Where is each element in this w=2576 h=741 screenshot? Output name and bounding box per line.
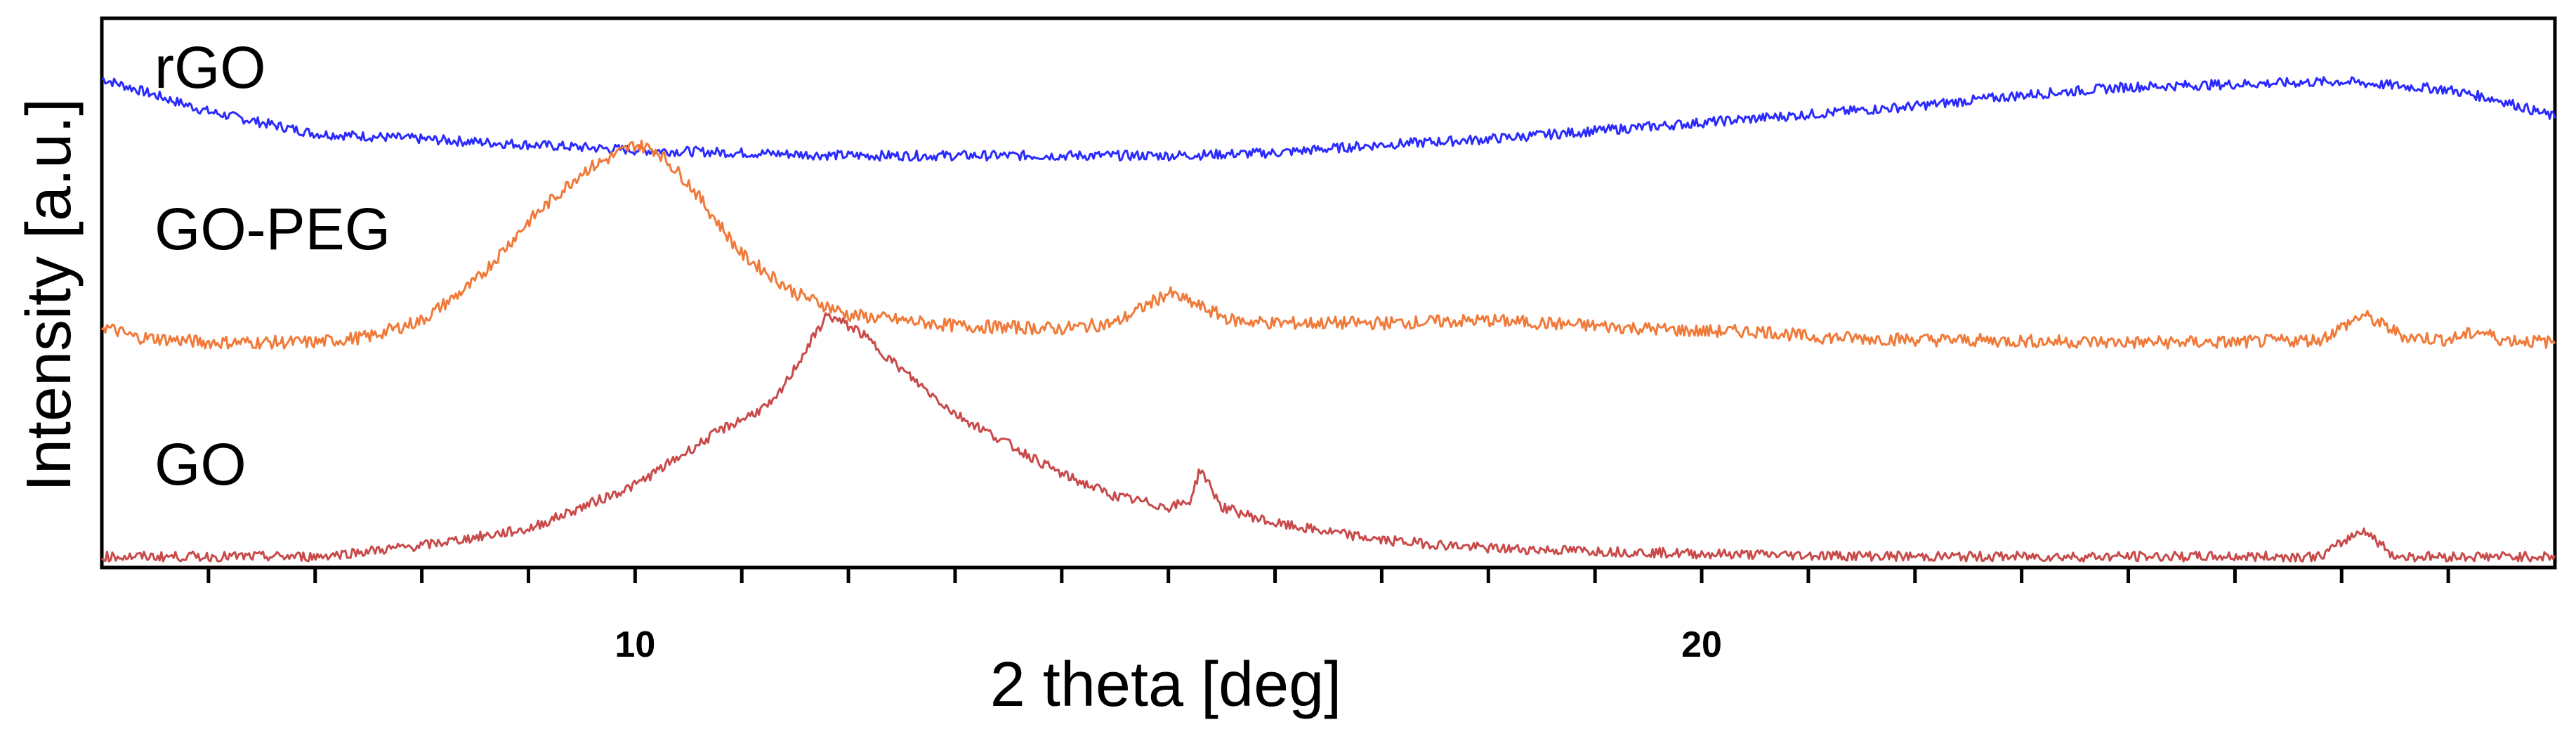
series-line-go <box>100 312 2556 563</box>
series-label-go-peg: GO-PEG <box>155 196 390 262</box>
y-axis-title: Intensity [a.u.] <box>14 98 84 492</box>
x-tick-label-10: 10 <box>615 624 655 665</box>
x-tick-label-20: 20 <box>1681 624 1722 665</box>
series-line-go-peg <box>100 139 2556 350</box>
series-label-rgo: rGO <box>155 34 266 100</box>
x-axis-title: 2 theta [deg] <box>990 650 1341 720</box>
x-axis-ticks <box>206 568 2450 583</box>
series-label-go: GO <box>155 431 247 497</box>
series-layer <box>100 76 2556 563</box>
series-line-rgo <box>101 76 2556 162</box>
plot-frame <box>100 16 2557 570</box>
